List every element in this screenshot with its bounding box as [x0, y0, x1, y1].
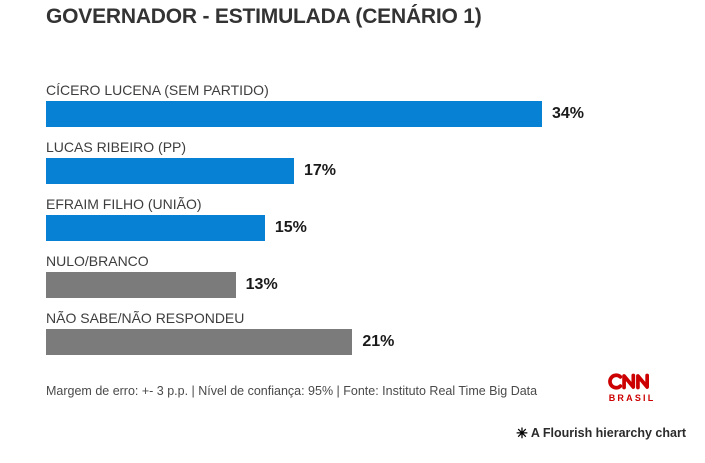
- bar[interactable]: [46, 215, 265, 241]
- bar-value-label: 13%: [245, 276, 278, 293]
- cnn-logo-subtext: BRASIL: [608, 393, 656, 403]
- bar-line: 21%: [46, 329, 691, 355]
- bar-category-label: CÍCERO LUCENA (SEM PARTIDO): [46, 82, 269, 98]
- bar-line: 34%: [46, 101, 691, 127]
- bar-category-label: LUCAS RIBEIRO (PP): [46, 139, 187, 155]
- flourish-attribution-link[interactable]: ✳ A Flourish hierarchy chart: [516, 426, 686, 440]
- bar-value-label: 15%: [274, 219, 307, 236]
- flourish-attribution-text: A Flourish hierarchy chart: [530, 426, 686, 440]
- bar-category-label: EFRAIM FILHO (UNIÃO): [46, 196, 202, 212]
- bar[interactable]: [46, 329, 353, 355]
- bar-row: NÃO SABE/NÃO RESPONDEU 21%: [46, 311, 691, 368]
- flourish-icon: ✳: [516, 425, 528, 441]
- bar-row: CÍCERO LUCENA (SEM PARTIDO) 34%: [46, 83, 691, 140]
- bar-category-label: NULO/BRANCO: [46, 253, 149, 269]
- bar-category-label: NÃO SABE/NÃO RESPONDEU: [46, 310, 245, 326]
- bar-value-label: 34%: [552, 105, 585, 122]
- bar[interactable]: [46, 158, 294, 184]
- bar-row: NULO/BRANCO 13%: [46, 254, 691, 311]
- bar-line: 15%: [46, 215, 691, 241]
- bar-value-label: 17%: [304, 162, 337, 179]
- bar[interactable]: [46, 101, 542, 127]
- bar-chart: CÍCERO LUCENA (SEM PARTIDO) 34% LUCAS RI…: [46, 83, 691, 368]
- bar-line: 17%: [46, 158, 691, 184]
- methodology-note: Margem de erro: +- 3 p.p. | Nível de con…: [46, 384, 538, 398]
- chart-title: GOVERNADOR - ESTIMULADA (CENÁRIO 1): [46, 5, 482, 28]
- cnn-logo-icon: [608, 373, 649, 390]
- bar-value-label: 21%: [362, 333, 395, 350]
- cnn-brasil-logo: BRASIL: [603, 371, 659, 403]
- bar[interactable]: [46, 272, 236, 298]
- bar-row: LUCAS RIBEIRO (PP) 17%: [46, 140, 691, 197]
- bar-line: 13%: [46, 272, 691, 298]
- bar-row: EFRAIM FILHO (UNIÃO) 15%: [46, 197, 691, 254]
